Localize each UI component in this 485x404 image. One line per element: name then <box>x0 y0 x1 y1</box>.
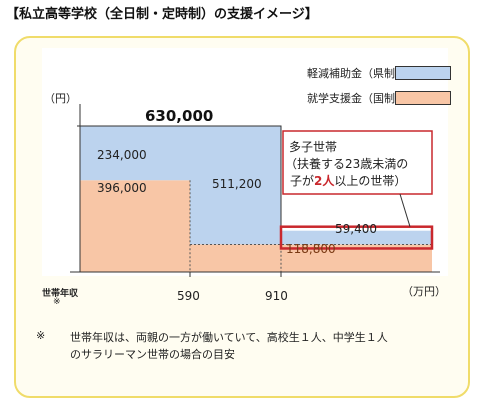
callout-text-post: 以上の世帯） <box>334 174 407 188</box>
total-label: 630,000 <box>145 107 214 125</box>
legend-label-national: 就学支援金（国制度） <box>307 92 417 105</box>
footnote-line-2: のサラリーマン世帯の場合の目安 <box>70 348 235 361</box>
legend-swatch-national <box>395 91 451 105</box>
legend-swatch-prefecture <box>395 66 451 80</box>
footnote-line-1: 世帯年収は、両親の一方が働いていて、高校生１人、中学生１人 <box>70 331 388 344</box>
segment-1-prefecture-bar <box>80 126 190 181</box>
callout-text-pre: 子が <box>290 174 315 188</box>
callout-highlight-count: 2人 <box>314 174 335 188</box>
segment-3-prefecture-label: 59,400 <box>335 222 377 236</box>
segment-2-prefecture-bar <box>190 126 281 245</box>
legend-label-prefecture: 軽減補助金（県制度） <box>307 67 417 80</box>
callout-line-3: 子が2人以上の世帯） <box>290 172 406 189</box>
x-tick-590: 590 <box>177 289 200 303</box>
x-axis-label-mark: ※ <box>53 297 61 307</box>
callout-line-1: 多子世帯 <box>289 140 338 154</box>
segment-2-national-bar <box>190 244 281 272</box>
x-tick-910: 910 <box>265 289 288 303</box>
highlight-box <box>279 225 434 250</box>
page-title: 【私立高等学校（全日制・定時制）の支援イメージ】 <box>6 7 318 22</box>
x-axis-label: 世帯年収 <box>42 289 79 299</box>
segment-3-prefecture-bar <box>281 230 432 245</box>
x-axis-unit: （万円） <box>402 285 446 298</box>
segment-2-prefecture-label: 511,200 <box>212 177 262 191</box>
callout-box <box>282 130 433 195</box>
segment-1-prefecture-label: 234,000 <box>97 148 147 162</box>
callout-line-2: （扶養する23歳未満の <box>285 157 409 171</box>
callout-connector <box>399 193 411 227</box>
segment-1-national-bar <box>80 180 190 272</box>
segment-3-national-label: 118,800 <box>286 242 336 256</box>
segment-1-national-label: 396,000 <box>97 181 147 195</box>
footnote-mark: ※ <box>36 329 46 342</box>
y-axis-unit: （円） <box>44 92 77 105</box>
